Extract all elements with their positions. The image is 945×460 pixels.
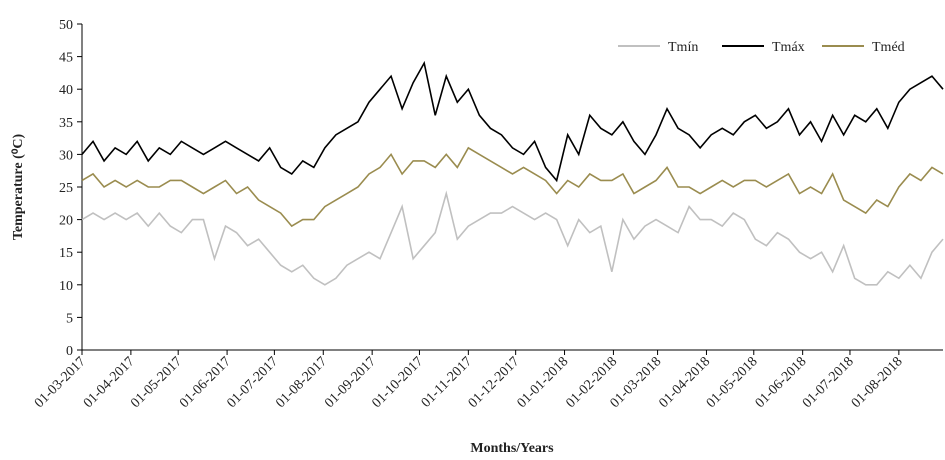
x-tick-label: 01-01-2018 [515,354,572,411]
x-tick-label: 01-05-2018 [704,354,761,411]
y-tick-label: 20 [59,214,73,229]
x-tick-label: 01-07-2018 [800,354,857,411]
x-tick-label: 01-12-2017 [466,354,523,411]
legend-label: Tmín [668,40,698,55]
x-axis-title: Months/Years [470,441,554,456]
y-tick-label: 35 [59,116,73,131]
x-tick-label: 01-08-2018 [849,354,906,411]
x-tick-label: 01-07-2017 [224,354,281,411]
y-tick-label: 5 [66,311,73,326]
y-tick-label: 30 [59,148,73,163]
y-axis-title: Temperature (⁰C) [11,134,26,241]
legend-label: Tméd [872,40,905,55]
x-tick-label: 01-03-2017 [32,354,89,411]
y-tick-label: 40 [59,83,73,98]
x-tick-label: 01-05-2017 [128,354,185,411]
series-line [81,146,944,228]
series-line [81,60,944,183]
y-tick-label: 25 [59,181,73,196]
y-tick-label: 45 [59,51,73,66]
x-tick-label: 01-10-2017 [369,354,426,411]
x-tick-label: 01-08-2017 [273,354,330,411]
y-tick-label: 50 [59,18,73,33]
y-tick-label: 15 [59,246,73,261]
y-tick-label: 10 [59,279,73,294]
legend-label: Tmáx [772,40,805,55]
y-tick-label: 0 [66,344,73,359]
series-line [81,190,944,286]
